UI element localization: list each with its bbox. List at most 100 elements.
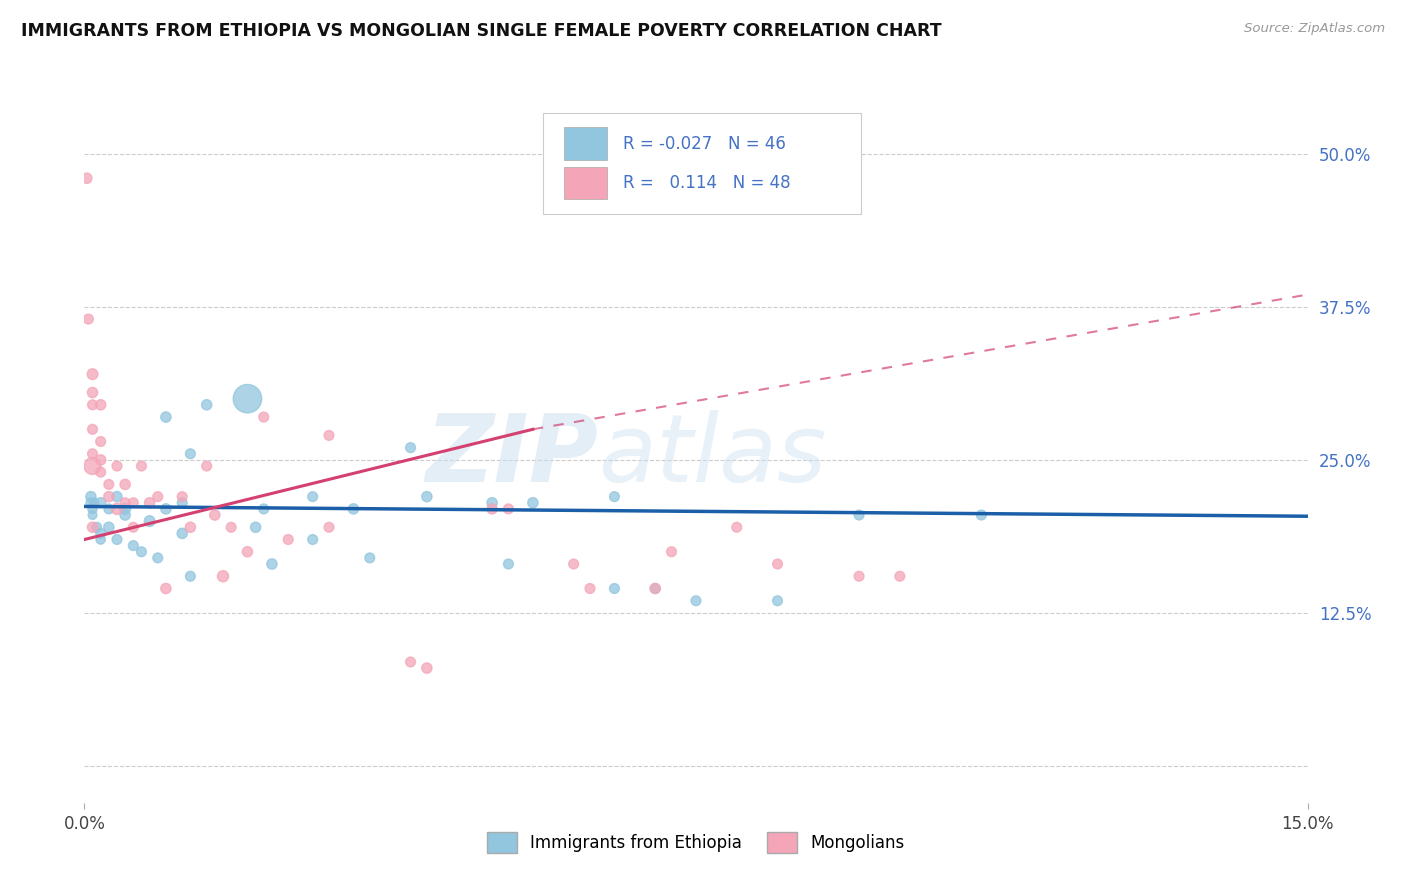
Point xyxy=(603,582,626,596)
Point xyxy=(318,520,340,534)
Point xyxy=(481,502,503,516)
Point xyxy=(82,422,104,436)
Point xyxy=(661,545,683,559)
Point xyxy=(685,593,707,607)
Point xyxy=(253,502,276,516)
Point xyxy=(83,496,105,510)
Point xyxy=(77,312,100,326)
Point xyxy=(318,428,340,442)
Point xyxy=(179,447,201,461)
Point xyxy=(82,385,104,400)
Point xyxy=(644,582,666,596)
Point xyxy=(179,569,201,583)
Point xyxy=(97,502,120,516)
Point xyxy=(105,502,128,516)
Point xyxy=(155,582,177,596)
Point xyxy=(90,526,112,541)
Point xyxy=(122,496,145,510)
Point xyxy=(416,661,439,675)
Point xyxy=(82,508,104,522)
FancyBboxPatch shape xyxy=(543,112,860,214)
Point xyxy=(114,508,136,522)
Point xyxy=(146,550,169,565)
Point xyxy=(245,520,267,534)
Point xyxy=(114,477,136,491)
Point xyxy=(562,557,585,571)
Point xyxy=(105,458,128,473)
Point xyxy=(131,545,153,559)
Point xyxy=(122,520,145,534)
Point xyxy=(204,508,226,522)
Legend: Immigrants from Ethiopia, Mongolians: Immigrants from Ethiopia, Mongolians xyxy=(481,826,911,860)
Point xyxy=(236,545,259,559)
Point xyxy=(766,593,789,607)
Point xyxy=(195,458,218,473)
Point xyxy=(342,502,364,516)
Point xyxy=(82,502,104,516)
Point xyxy=(179,520,201,534)
Point xyxy=(90,398,112,412)
Point xyxy=(498,502,520,516)
Text: R = -0.027   N = 46: R = -0.027 N = 46 xyxy=(623,135,786,153)
Text: R =   0.114   N = 48: R = 0.114 N = 48 xyxy=(623,174,790,192)
Point xyxy=(725,520,748,534)
Point xyxy=(76,171,98,186)
Point xyxy=(195,398,218,412)
Point xyxy=(90,434,112,449)
Point xyxy=(260,557,283,571)
FancyBboxPatch shape xyxy=(564,128,606,160)
Point xyxy=(80,496,103,510)
Point xyxy=(138,514,160,528)
Point xyxy=(172,490,194,504)
Point xyxy=(105,490,128,504)
Point xyxy=(172,526,194,541)
Point xyxy=(97,477,120,491)
Point xyxy=(122,539,145,553)
Point xyxy=(644,582,666,596)
Text: Source: ZipAtlas.com: Source: ZipAtlas.com xyxy=(1244,22,1385,36)
Point xyxy=(114,496,136,510)
Point xyxy=(848,508,870,522)
Point xyxy=(172,496,194,510)
Point xyxy=(114,502,136,516)
Point xyxy=(155,410,177,425)
Point xyxy=(301,533,323,547)
Point xyxy=(131,458,153,473)
Point xyxy=(105,533,128,547)
Point xyxy=(579,582,602,596)
Text: atlas: atlas xyxy=(598,410,827,501)
Point xyxy=(146,490,169,504)
Point xyxy=(155,502,177,516)
Point xyxy=(848,569,870,583)
Point xyxy=(90,533,112,547)
Point xyxy=(416,490,439,504)
Point xyxy=(138,496,160,510)
Point xyxy=(82,520,104,534)
Point xyxy=(889,569,911,583)
Point xyxy=(522,496,544,510)
Point xyxy=(212,569,235,583)
Point xyxy=(359,550,381,565)
Point xyxy=(82,458,104,473)
Point xyxy=(97,490,120,504)
Point xyxy=(399,655,422,669)
Point xyxy=(498,557,520,571)
Point xyxy=(481,496,503,510)
Point xyxy=(301,490,323,504)
Point xyxy=(82,398,104,412)
Point xyxy=(97,520,120,534)
Point xyxy=(236,392,259,406)
Point xyxy=(603,490,626,504)
Point xyxy=(970,508,993,522)
Point xyxy=(82,367,104,381)
Point xyxy=(277,533,299,547)
Point xyxy=(219,520,242,534)
Point xyxy=(90,465,112,479)
Point xyxy=(766,557,789,571)
Point xyxy=(80,490,103,504)
Point xyxy=(90,453,112,467)
FancyBboxPatch shape xyxy=(564,167,606,200)
Point xyxy=(90,496,112,510)
Text: IMMIGRANTS FROM ETHIOPIA VS MONGOLIAN SINGLE FEMALE POVERTY CORRELATION CHART: IMMIGRANTS FROM ETHIOPIA VS MONGOLIAN SI… xyxy=(21,22,942,40)
Point xyxy=(399,441,422,455)
